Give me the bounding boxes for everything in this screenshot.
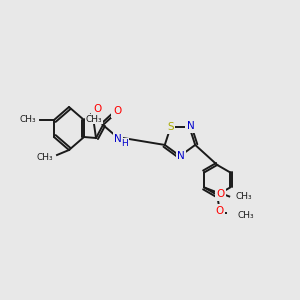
- Text: O: O: [215, 206, 223, 216]
- Text: O: O: [113, 106, 121, 116]
- Text: S: S: [167, 122, 174, 132]
- Text: CH₃: CH₃: [235, 192, 252, 201]
- Text: CH₃: CH₃: [20, 116, 36, 124]
- Text: CH₃: CH₃: [86, 115, 102, 124]
- Text: CH₃: CH₃: [36, 154, 53, 163]
- Text: O: O: [216, 189, 224, 200]
- Text: N: N: [114, 134, 122, 144]
- Text: CH₃: CH₃: [237, 212, 254, 220]
- Text: N: N: [177, 151, 185, 161]
- Text: H: H: [122, 139, 128, 148]
- Text: N: N: [187, 121, 194, 131]
- Text: O: O: [93, 104, 101, 114]
